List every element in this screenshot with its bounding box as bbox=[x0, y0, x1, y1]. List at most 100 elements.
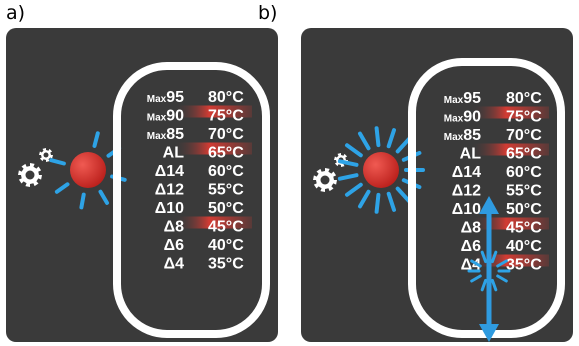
ray-1 bbox=[480, 250, 488, 264]
row-prefix: Max bbox=[147, 113, 167, 124]
row-value: Δ14 bbox=[155, 163, 184, 180]
row-value: Δ12 bbox=[155, 182, 184, 199]
row-setting: Δ6 bbox=[461, 238, 482, 255]
row-value: AL bbox=[460, 146, 482, 163]
row-temperature: 50°C bbox=[208, 200, 244, 217]
row-temperature: 80°C bbox=[506, 90, 542, 107]
row-value: Max95 bbox=[444, 90, 481, 107]
gear-icon bbox=[313, 153, 348, 192]
ray-5 bbox=[54, 182, 70, 194]
ray-6 bbox=[480, 278, 488, 292]
row-setting: 90 bbox=[463, 109, 481, 126]
row-temperature: 50°C bbox=[506, 201, 542, 218]
ray-11 bbox=[374, 126, 381, 148]
row-value: Δ8 bbox=[461, 220, 482, 237]
ray-2 bbox=[490, 250, 498, 264]
row-temperature: 40°C bbox=[506, 238, 542, 255]
ray-3 bbox=[386, 191, 396, 212]
row-setting: AL bbox=[460, 146, 482, 163]
row-value: Max95 bbox=[147, 89, 184, 106]
arrow-down-head bbox=[479, 324, 499, 342]
row-setting: 95 bbox=[166, 89, 184, 106]
row-setting: Δ10 bbox=[452, 201, 481, 218]
large-gear-icon bbox=[313, 168, 337, 192]
selection-rays bbox=[467, 250, 511, 292]
ray-0 bbox=[92, 131, 100, 148]
row-temperature: 70°C bbox=[208, 126, 244, 143]
row-setting: Δ12 bbox=[452, 183, 481, 200]
row-temperature: 60°C bbox=[506, 164, 542, 181]
led-indicator bbox=[70, 152, 106, 188]
row-temperature: 80°C bbox=[208, 89, 244, 106]
row-prefix: Max bbox=[147, 131, 167, 142]
row-setting: 95 bbox=[463, 90, 481, 107]
ray-4 bbox=[496, 274, 508, 283]
row-setting: AL bbox=[163, 145, 185, 162]
ray-12 bbox=[386, 128, 396, 149]
led-indicator bbox=[363, 152, 399, 188]
ray-7 bbox=[470, 274, 482, 283]
row-setting: 85 bbox=[463, 127, 481, 144]
ray-6 bbox=[49, 158, 66, 166]
panel-b: Max95 80°C Max90 75°C Max85 70°C AL 65°C Δ14 60°C… bbox=[301, 28, 573, 342]
row-highlight bbox=[174, 216, 252, 229]
arrow-up-head bbox=[479, 196, 499, 214]
row-setting: Δ4 bbox=[461, 257, 482, 274]
row-value: Δ4 bbox=[461, 257, 482, 274]
row-setting: 85 bbox=[166, 126, 184, 143]
row-value: Δ10 bbox=[155, 200, 184, 217]
row-value: Max85 bbox=[444, 127, 481, 144]
panel-label-a: a) bbox=[6, 2, 26, 24]
ray-4 bbox=[79, 192, 86, 210]
row-setting: Δ10 bbox=[155, 200, 184, 217]
row-temperature: 40°C bbox=[208, 237, 244, 254]
row-value: Max85 bbox=[147, 126, 184, 143]
row-value: Δ10 bbox=[452, 201, 481, 218]
ray-6 bbox=[345, 182, 363, 197]
row-value: Max90 bbox=[444, 109, 481, 126]
ray-3 bbox=[496, 259, 508, 268]
row-setting: Δ12 bbox=[155, 182, 184, 199]
row-highlight bbox=[174, 105, 252, 118]
ray-0 bbox=[470, 259, 482, 268]
row-prefix: Max bbox=[147, 94, 167, 105]
row-setting: Δ8 bbox=[164, 219, 185, 236]
ray-2 bbox=[395, 186, 412, 204]
row-prefix: Max bbox=[444, 132, 464, 143]
small-gear-icon bbox=[39, 148, 53, 162]
row-prefix: Max bbox=[444, 114, 464, 125]
ray-8 bbox=[337, 159, 359, 167]
row-setting: Δ4 bbox=[164, 256, 185, 273]
row-value: Δ6 bbox=[461, 238, 482, 255]
row-highlight bbox=[471, 106, 549, 119]
panel-a: Max95 80°C Max90 75°C Max85 70°C AL 65°C Δ14 60°C… bbox=[6, 28, 278, 342]
row-temperature: 75°C bbox=[208, 108, 244, 125]
ray-10 bbox=[358, 131, 371, 151]
row-setting: Δ8 bbox=[461, 220, 482, 237]
large-gear-icon bbox=[18, 163, 42, 187]
up-down-arrow-icon bbox=[479, 196, 499, 342]
ray-5 bbox=[490, 278, 498, 292]
row-value: Δ12 bbox=[452, 183, 481, 200]
row-temperature: 35°C bbox=[208, 256, 244, 273]
ray-9 bbox=[345, 143, 363, 158]
ray-4 bbox=[374, 192, 381, 214]
row-temperature: 45°C bbox=[506, 220, 542, 237]
row-temperature: 55°C bbox=[506, 183, 542, 200]
panel-label-b: b) bbox=[258, 2, 278, 24]
row-temperature: 65°C bbox=[506, 146, 542, 163]
row-value: Max90 bbox=[147, 108, 184, 125]
row-temperature: 75°C bbox=[506, 109, 542, 126]
row-temperature: 70°C bbox=[506, 127, 542, 144]
row-temperature: 65°C bbox=[208, 145, 244, 162]
ray-13 bbox=[395, 136, 412, 154]
row-setting: 90 bbox=[166, 108, 184, 125]
display-frame bbox=[113, 62, 270, 338]
row-value: Δ14 bbox=[452, 164, 481, 181]
row-temperature: 35°C bbox=[506, 257, 542, 274]
row-value: AL bbox=[163, 145, 185, 162]
